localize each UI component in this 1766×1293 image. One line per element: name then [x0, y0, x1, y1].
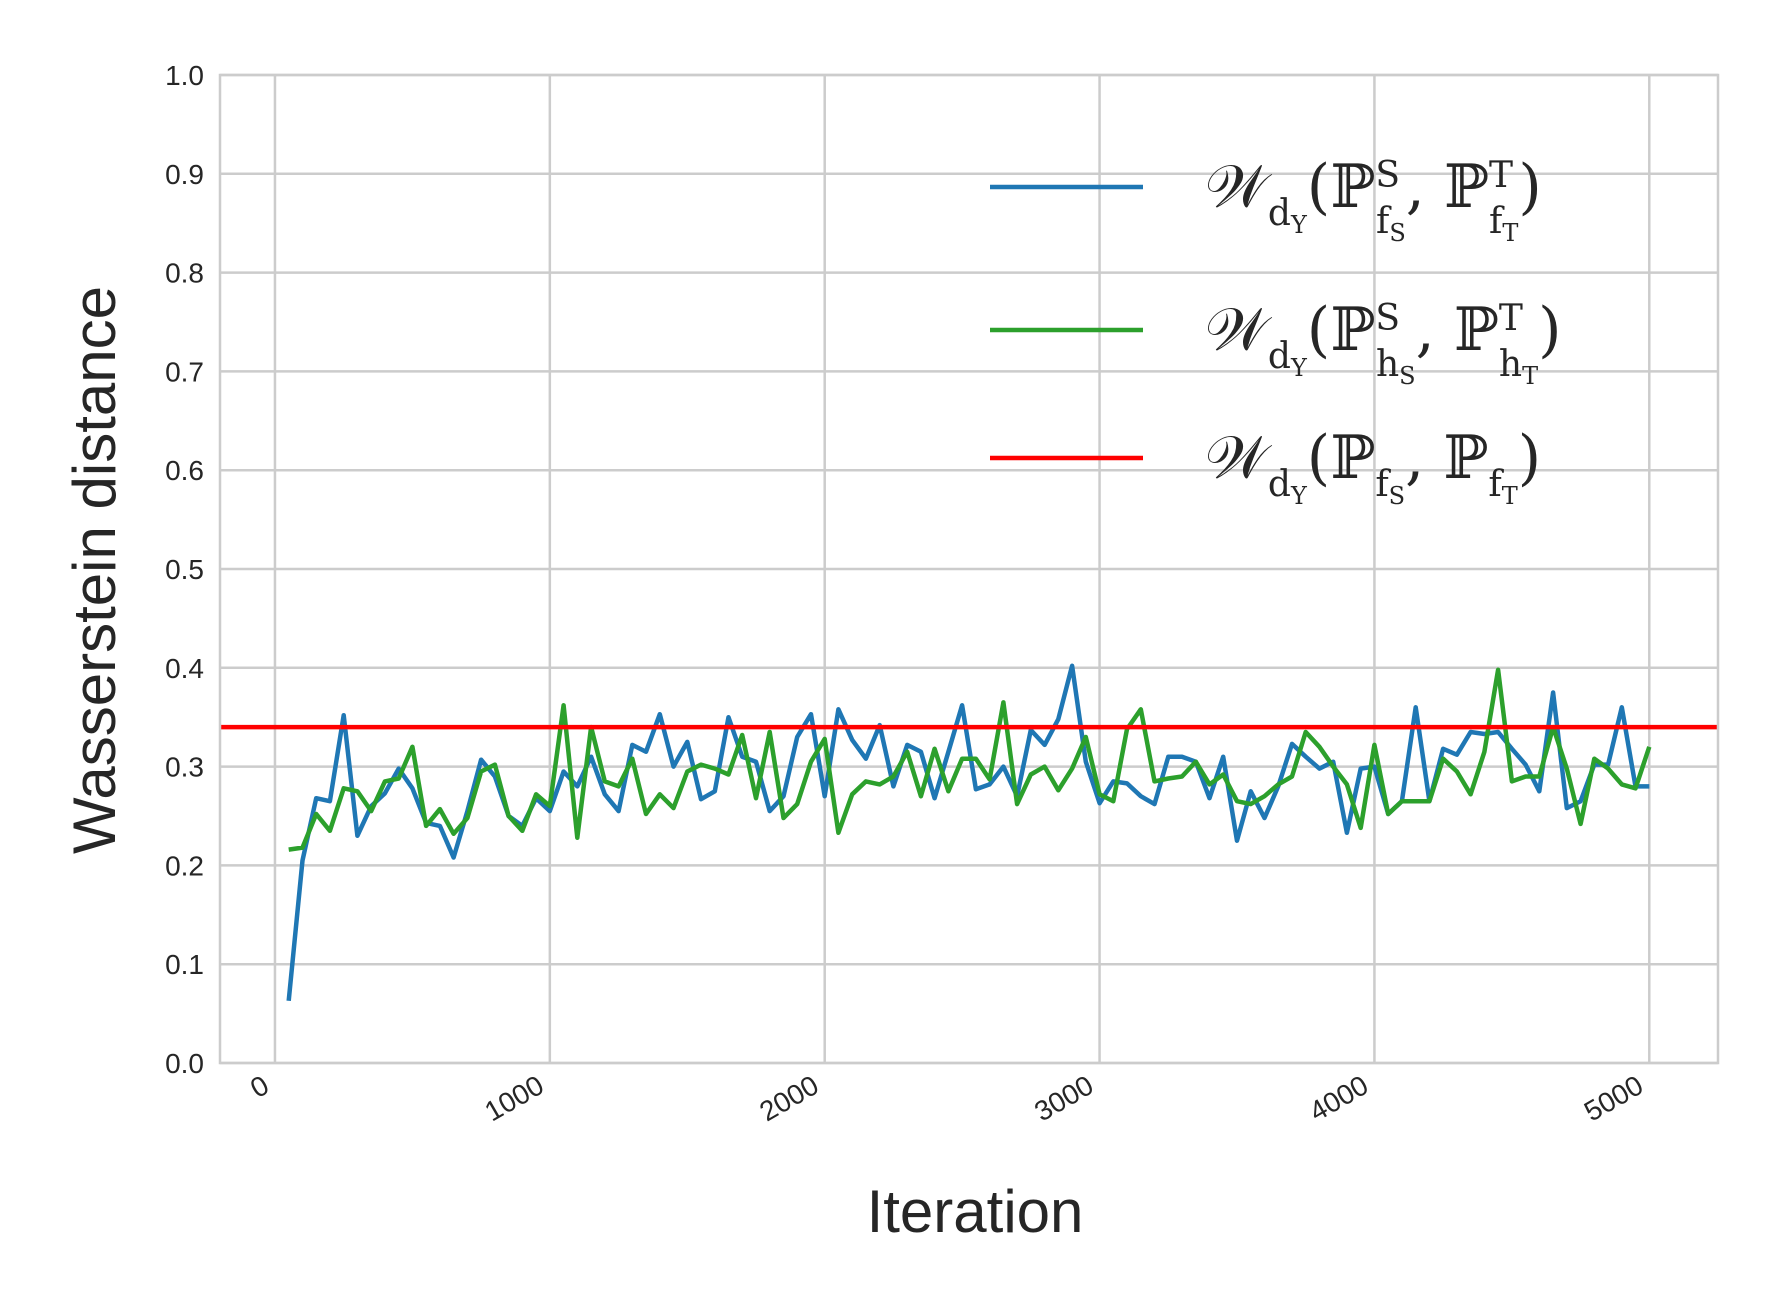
x-axis-label: Iteration — [867, 1178, 1084, 1245]
series-line-hS-hT — [288, 667, 1652, 852]
x-tick-label: 4000 — [1304, 1069, 1373, 1127]
y-tick-label: 0.8 — [165, 258, 204, 289]
legend-label-fS-fT: 𝒲dY(ℙS fS, ℙT fT) — [1205, 152, 1542, 247]
x-tick-label: 0 — [245, 1069, 274, 1104]
x-tick-label: 1000 — [479, 1069, 548, 1127]
y-axis-label: Wasserstein distance — [61, 286, 128, 854]
x-tick-label: 3000 — [1029, 1069, 1098, 1127]
plot-frame — [218, 73, 1720, 1065]
y-tick-label: 0.3 — [165, 752, 204, 783]
y-tick-label: 0.7 — [165, 356, 204, 387]
legend-label-hS-hT: 𝒲dY(ℙS hS, ℙT hT) — [1205, 295, 1562, 390]
plot-lines — [220, 663, 1718, 1002]
series-line-fS-fT — [286, 663, 1650, 1002]
y-tick-label: 0.2 — [165, 850, 204, 881]
legend-label-red: 𝒲dY(ℙfS, ℙfT) — [1205, 423, 1541, 510]
x-tick-label: 2000 — [754, 1069, 823, 1127]
y-tick-label: 0.1 — [165, 949, 204, 980]
y-axis-ticks: 0.0 0.1 0.2 0.3 0.4 0.5 0.6 0.7 0.8 0.9 1.0 — [165, 60, 204, 1079]
y-tick-label: 0.4 — [165, 653, 204, 684]
y-tick-label: 0.5 — [165, 554, 204, 585]
x-tick-label: 5000 — [1579, 1069, 1648, 1127]
y-tick-label: 0.6 — [165, 455, 204, 486]
legend: 𝒲dY(ℙS fS, ℙT fT) 𝒲dY(ℙS hS, ℙT hT) 𝒲dY(ℙfS,… — [990, 152, 1562, 510]
y-tick-label: 1.0 — [165, 60, 204, 91]
y-tick-label: 0.9 — [165, 159, 204, 190]
x-axis-ticks: 0 1000 2000 3000 4000 5000 — [245, 1069, 1648, 1127]
y-tick-label: 0.0 — [165, 1048, 204, 1079]
